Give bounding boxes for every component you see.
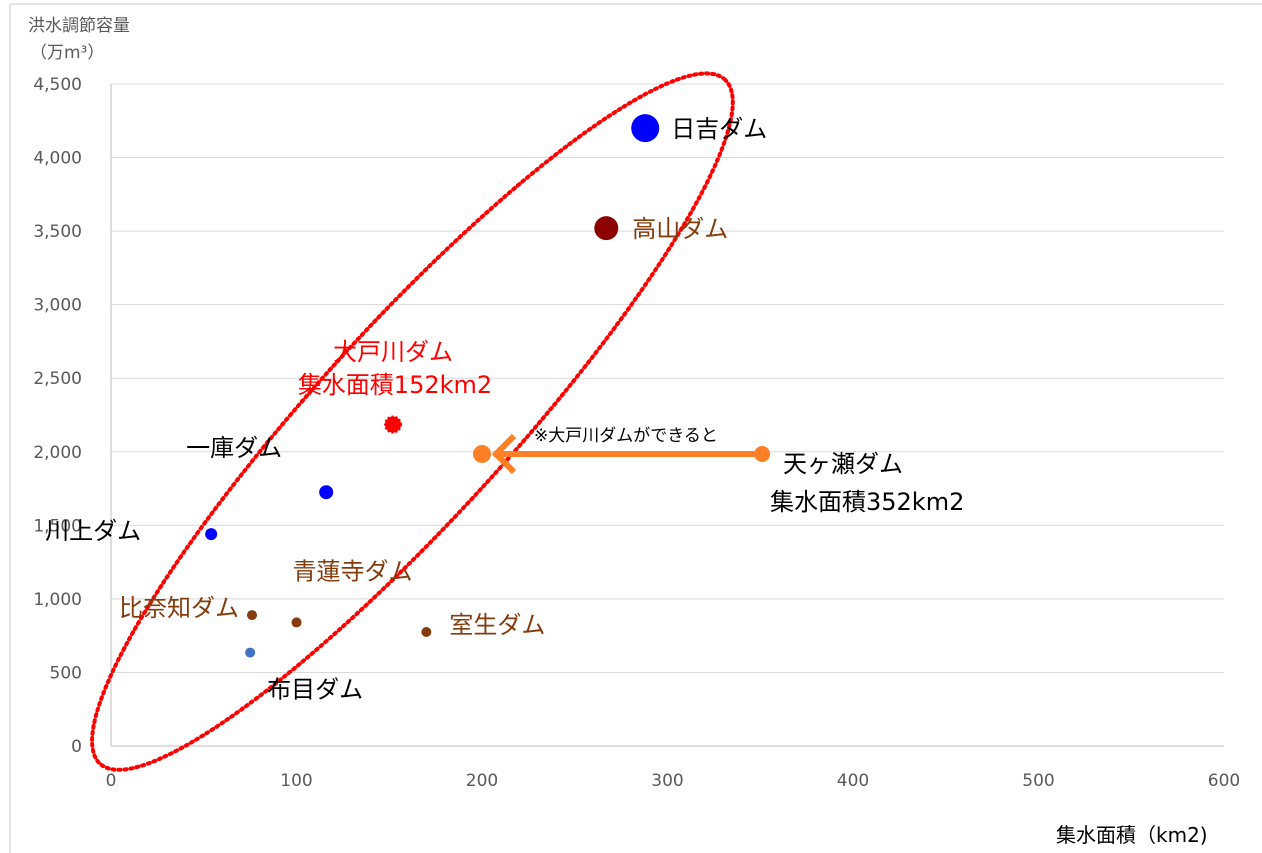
- x-axis-label: 集水面積（km2): [1056, 823, 1208, 847]
- x-tick-label: 500: [1022, 771, 1054, 791]
- data-label: 高山ダム: [632, 215, 728, 243]
- move-arrow: ※大戸川ダムができると: [473, 426, 763, 475]
- x-tick-labels: 0 100 200 300 400 500 600: [106, 771, 1241, 791]
- data-label: 川上ダム: [45, 517, 141, 545]
- data-point: [291, 617, 302, 628]
- arrow-note: ※大戸川ダムができると: [534, 426, 718, 446]
- data-label: 比奈知ダム: [119, 594, 239, 622]
- x-tick-label: 0: [106, 771, 117, 791]
- data-label: 布目ダム: [267, 676, 363, 704]
- y-axis-label-line1: 洪水調節容量: [28, 16, 130, 36]
- arrow-end-dot: [473, 444, 491, 463]
- data-point: [246, 610, 257, 621]
- x-tick-label: 300: [651, 771, 683, 791]
- chart-frame: [9, 3, 1262, 853]
- data-point: [421, 626, 432, 637]
- y-axis-label-line2: （万m³）: [30, 43, 104, 63]
- axes: [110, 84, 1224, 747]
- y-tick-label: 2,000: [33, 443, 82, 463]
- y-tick-labels: 0 500 1,000 1,500 2,000 2,500 3,000 3,500 4,000 4…: [33, 75, 82, 757]
- data-label: 一庫ダム: [186, 434, 282, 462]
- y-tick-label: 1,500: [33, 516, 82, 536]
- y-tick-label: 3,000: [33, 296, 82, 316]
- y-tick-label: 4,000: [33, 149, 82, 169]
- data-point: [383, 415, 402, 434]
- x-tick-label: 400: [837, 771, 869, 791]
- x-tick-label: 600: [1208, 771, 1240, 791]
- y-tick-label: 0: [71, 737, 82, 757]
- y-tick-label: 4,500: [33, 75, 82, 95]
- data-points: [205, 114, 771, 658]
- x-tick-label: 100: [280, 771, 312, 791]
- y-tick-label: 3,500: [33, 222, 82, 242]
- data-point: [245, 647, 256, 658]
- highlight-ellipse: [90, 71, 735, 772]
- data-label-line2: 集水面積152km2: [298, 371, 492, 399]
- data-point: [631, 114, 660, 143]
- data-label-line1: 天ヶ瀬ダム: [783, 450, 903, 478]
- data-label: 日吉ダム: [671, 115, 767, 143]
- x-tick-label: 200: [466, 771, 498, 791]
- data-label-line1: 大戸川ダム: [333, 338, 453, 366]
- grid-lines: [111, 83, 1224, 673]
- data-label: 室生ダム: [449, 611, 545, 639]
- y-tick-label: 1,000: [33, 590, 82, 610]
- data-point: [319, 485, 334, 500]
- data-point: [754, 445, 771, 462]
- y-tick-label: 2,500: [33, 369, 82, 389]
- data-label-line2: 集水面積352km2: [770, 488, 964, 516]
- y-tick-label: 500: [50, 663, 82, 683]
- data-point: [594, 216, 619, 241]
- arrow-head: [491, 433, 517, 475]
- data-label: 青蓮寺ダム: [293, 557, 413, 585]
- data-point: [205, 528, 218, 541]
